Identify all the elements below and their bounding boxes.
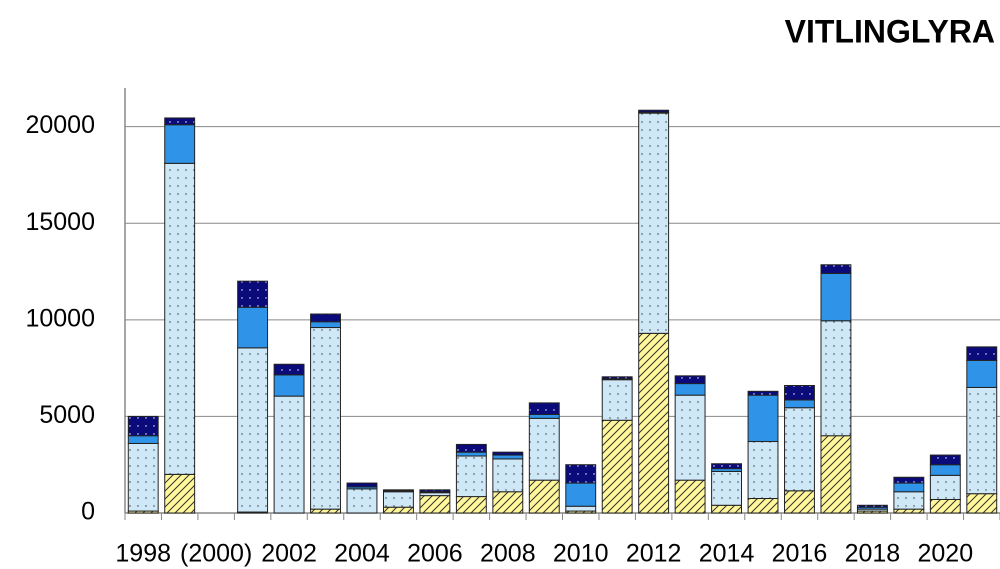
bar-segment: [711, 504, 743, 514]
bar-segment: [455, 455, 487, 498]
bar-segment: [127, 415, 159, 437]
bar-segment: [419, 489, 451, 493]
bar-segment: [492, 491, 524, 514]
bar-segment: [820, 264, 852, 274]
bar-segment: [492, 454, 524, 460]
x-tick-label: 1998: [115, 540, 171, 568]
bar-segment: [638, 109, 670, 113]
bar-segment: [601, 379, 633, 421]
bar-segment: [237, 347, 269, 513]
bar-segment: [893, 508, 925, 514]
bar-segment: [747, 441, 779, 500]
bar-segment: [856, 504, 888, 508]
x-tick-label: 2020: [918, 540, 974, 568]
bar-segment: [310, 508, 341, 514]
bar-segment: [929, 454, 961, 466]
bar-segment: [164, 124, 196, 164]
bar-segment: [455, 451, 487, 457]
chart-title: VITLINGLYRA: [785, 13, 995, 49]
bar-segment: [966, 386, 998, 495]
bar-segment: [382, 506, 414, 514]
x-tick-label: 2012: [626, 540, 682, 568]
bar-segment: [237, 306, 269, 349]
bar-segment: [711, 463, 743, 470]
x-tick-label: 2002: [261, 540, 317, 568]
bar-segment: [784, 385, 815, 401]
bar-segment: [273, 374, 305, 397]
bar-segment: [966, 359, 998, 388]
bar-segment: [747, 394, 779, 443]
bar-segment: [893, 476, 925, 484]
bar-segment: [601, 376, 633, 380]
bar-segment: [492, 458, 524, 493]
bar-segment: [455, 443, 487, 453]
bar-segment: [419, 495, 451, 514]
bar-segment: [528, 479, 560, 514]
y-tick-label: 5000: [39, 401, 95, 429]
bar-segment: [528, 417, 560, 481]
bar-segment: [127, 442, 159, 512]
y-tick-label: 0: [81, 498, 95, 526]
y-tick-label: 10000: [25, 304, 95, 332]
bar-segment: [310, 321, 341, 329]
bar-segment: [747, 498, 779, 514]
bar-segment: [674, 394, 706, 481]
bar-segment: [127, 435, 159, 444]
bar-segment: [310, 327, 341, 510]
bar-segment: [966, 346, 998, 361]
x-tick-label: 2006: [407, 540, 463, 568]
bar-segment: [784, 399, 815, 409]
bar-segment: [929, 498, 961, 514]
bar-segment: [747, 390, 779, 396]
bar-segment: [565, 482, 597, 507]
x-tick-label: 2018: [845, 540, 901, 568]
bar-segment: [674, 375, 706, 385]
bar-segment: [565, 464, 597, 484]
bar-segment: [273, 395, 305, 514]
bar-segment: [929, 464, 961, 476]
bar-segment: [164, 117, 196, 126]
x-tick-label: 2014: [699, 540, 755, 568]
bar-segment: [164, 473, 196, 514]
bar-segment: [711, 470, 743, 506]
y-tick-label: 15000: [25, 208, 95, 236]
bar-segment: [528, 413, 560, 419]
bar-segment: [273, 363, 305, 376]
bar-segment: [565, 505, 597, 512]
x-tick-label: 2008: [480, 540, 536, 568]
bar-segment: [820, 320, 852, 437]
bar-segment: [346, 488, 378, 514]
bar-segment: [346, 482, 378, 488]
bar-segment: [893, 482, 925, 493]
bar-segment: [382, 491, 414, 508]
bar-segment: [455, 496, 487, 514]
bar-segment: [382, 489, 414, 492]
bar-segment: [492, 451, 524, 456]
bar-segment: [784, 407, 815, 492]
bar-segment: [784, 490, 815, 514]
bar-segment: [966, 493, 998, 514]
bar-segment: [820, 435, 852, 514]
x-tick-label: 2004: [334, 540, 390, 568]
bar-segment: [674, 383, 706, 396]
bar-segment: [820, 272, 852, 322]
bar-segment: [164, 162, 196, 475]
bar-segment: [893, 491, 925, 510]
bar-segment: [237, 280, 269, 308]
bar-segment: [601, 419, 633, 514]
bar-segment: [310, 313, 341, 323]
x-tick-label: (2000): [180, 540, 252, 568]
bar-segment: [674, 479, 706, 514]
x-tick-label: 2016: [772, 540, 828, 568]
y-tick-label: 20000: [25, 111, 95, 139]
bar-segment: [528, 402, 560, 415]
x-tick-label: 2010: [553, 540, 609, 568]
bar-segment: [638, 332, 670, 514]
bar-segment: [929, 474, 961, 500]
bar-segment: [638, 112, 670, 334]
